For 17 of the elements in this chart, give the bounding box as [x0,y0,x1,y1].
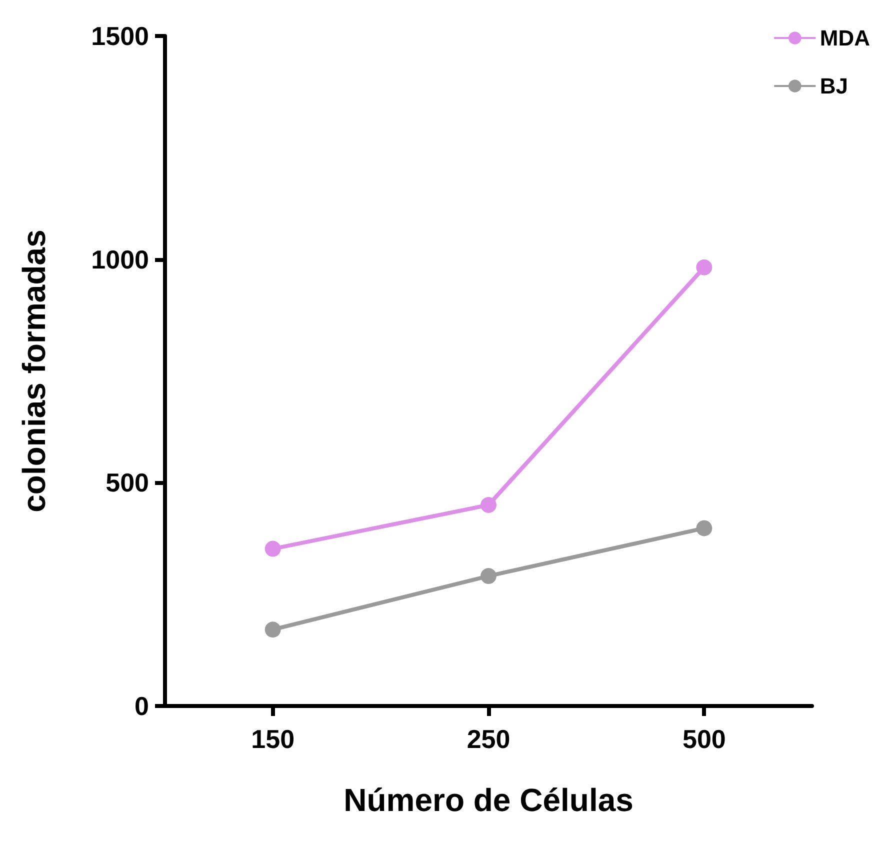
y-tick-label: 500 [106,468,149,498]
point [264,622,281,638]
point [264,540,281,557]
x-tick-label: 250 [466,724,510,754]
y-axis-title: colonias formadas [16,230,52,512]
y-tick-label: 1500 [91,21,149,51]
x-tick-label: 150 [251,724,295,754]
x-axis-title: Número de Células [344,782,634,818]
legend-label: MDA [820,26,870,50]
point [696,520,712,536]
point [480,497,496,513]
x-tick-label: 500 [682,724,726,754]
point [696,259,712,276]
legend-label: BJ [820,74,848,98]
y-tick-label: 0 [134,691,149,721]
y-tick-label: 1000 [91,244,149,274]
point [480,568,496,584]
